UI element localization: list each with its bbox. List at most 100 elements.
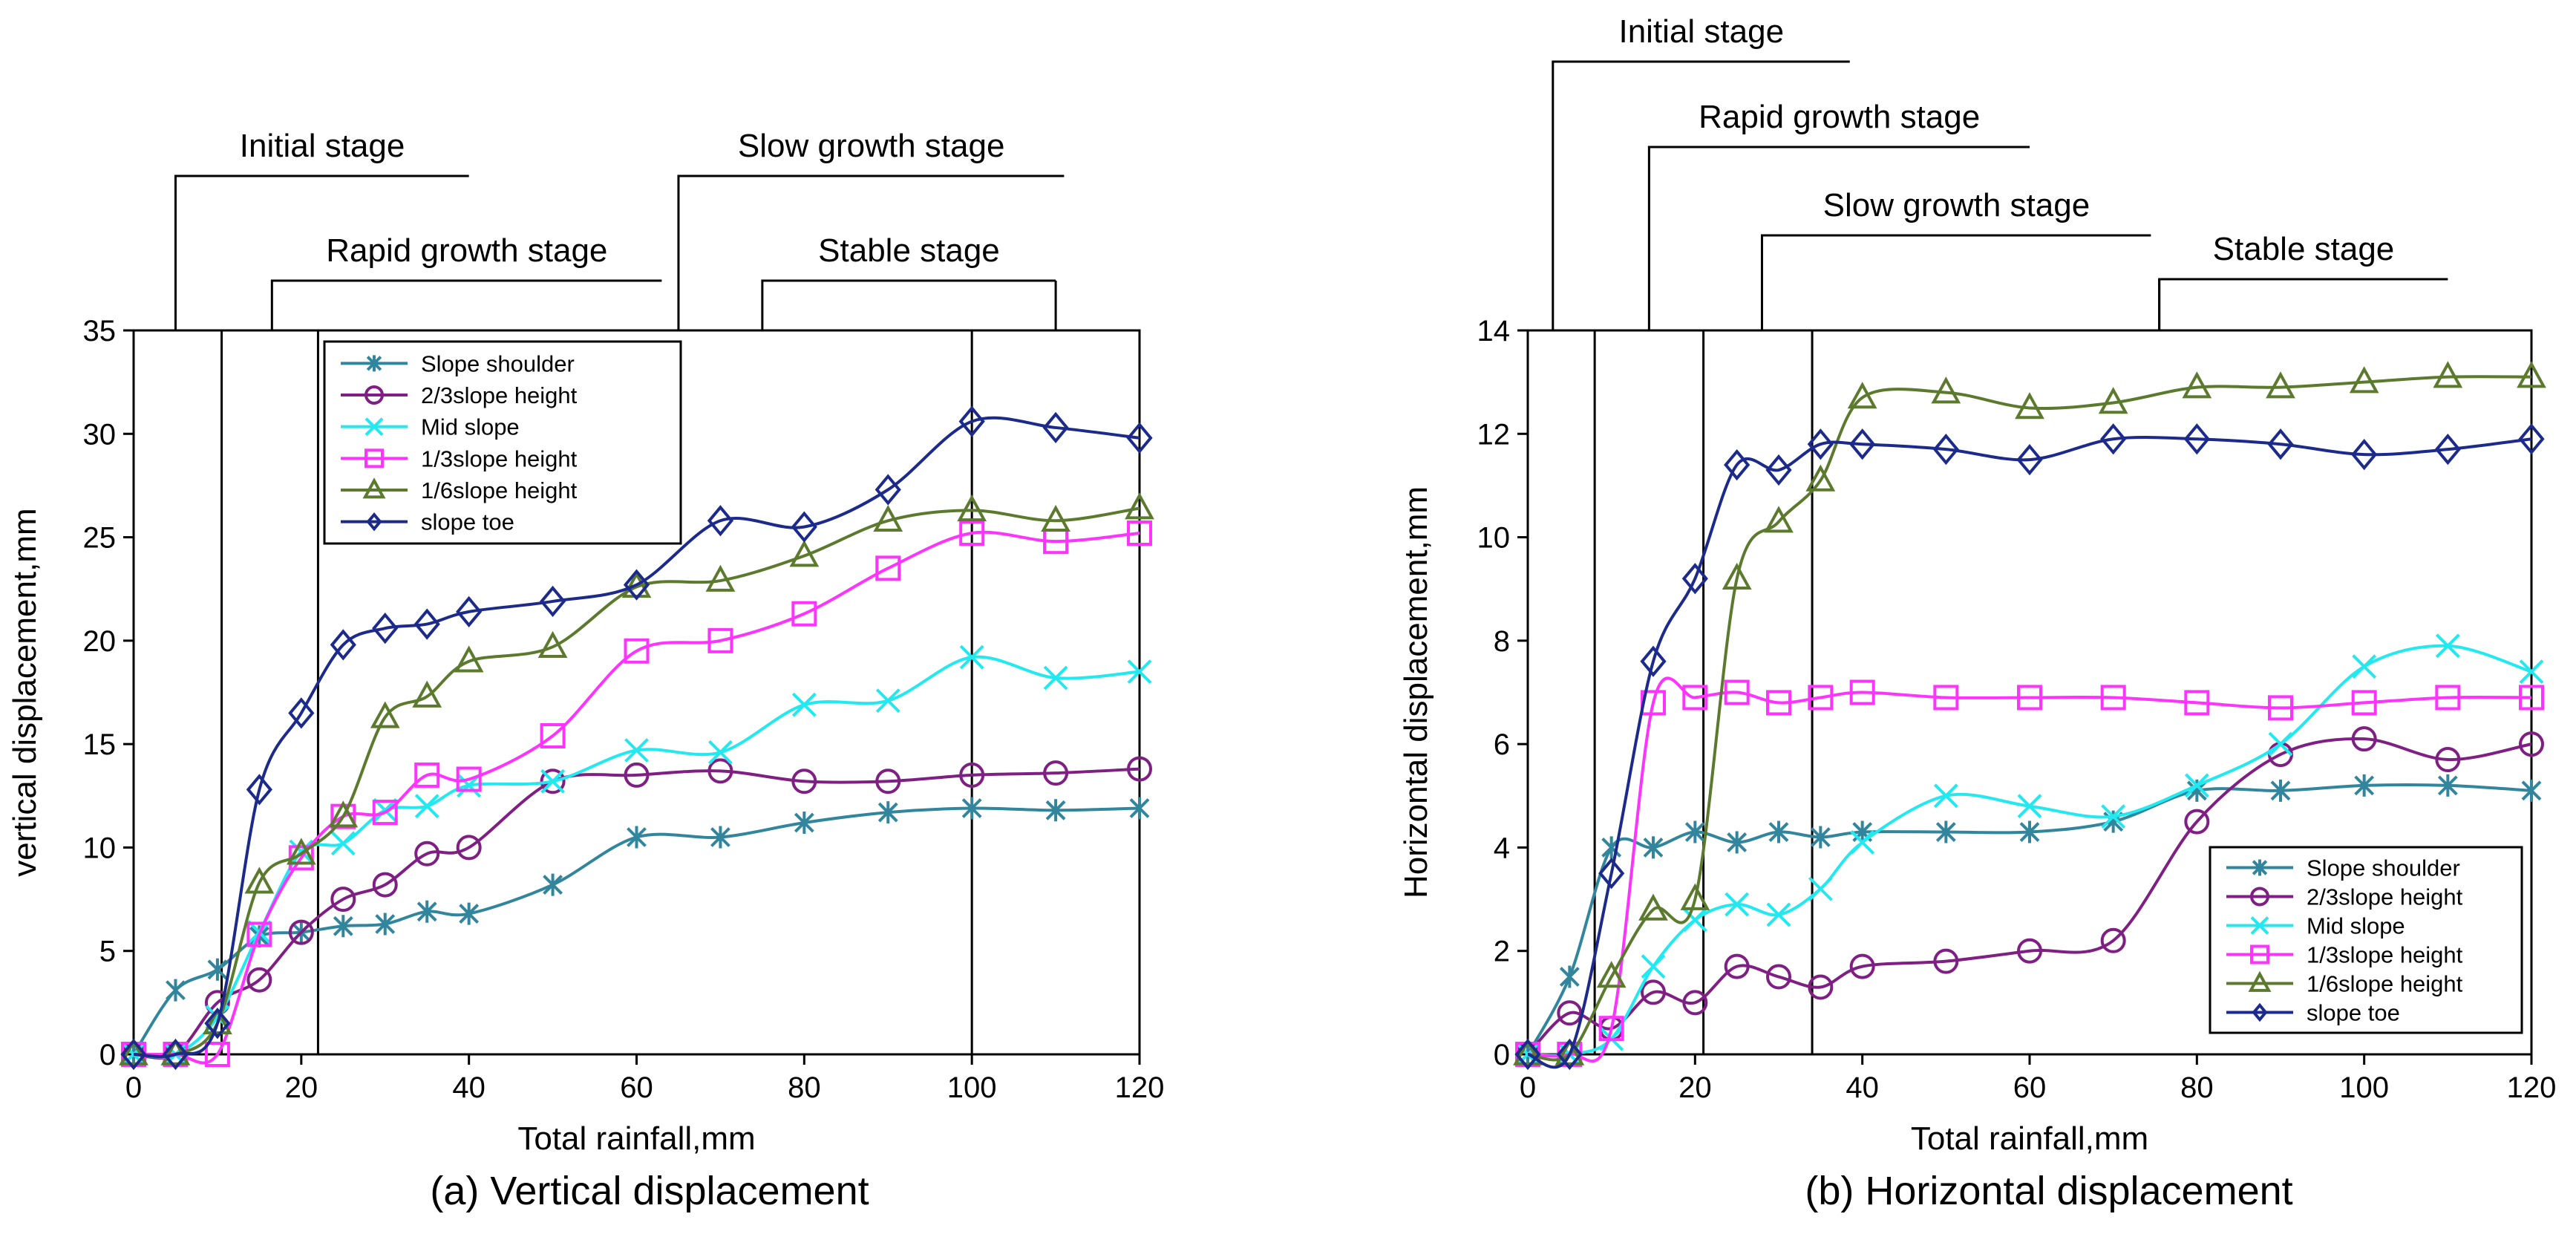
series-line	[133, 506, 1140, 1058]
data-point	[958, 405, 985, 437]
series-4	[1515, 676, 2544, 1067]
series-3	[121, 644, 1152, 1067]
data-point	[1727, 831, 1748, 854]
legend-entry: 2/3slope height	[421, 382, 578, 408]
data-point	[2100, 685, 2126, 711]
data-point	[539, 585, 566, 618]
data-point	[1125, 492, 1154, 520]
data-point	[2437, 774, 2458, 797]
data-point	[2184, 809, 2210, 835]
y-tick-label: 30	[83, 418, 117, 451]
data-point	[543, 873, 563, 896]
data-point	[204, 1042, 230, 1067]
data-point	[875, 555, 901, 581]
data-point	[2184, 773, 2209, 798]
stage-label: Rapid growth stage	[1699, 99, 1980, 135]
series-line	[134, 530, 1140, 1065]
data-point	[2518, 423, 2545, 455]
data-point	[1764, 506, 1794, 533]
data-point	[2435, 747, 2461, 773]
legend-entry: Mid slope	[2307, 913, 2405, 939]
stage-label: Stable stage	[818, 232, 1000, 269]
data-point	[1808, 974, 1834, 1000]
data-point	[875, 474, 901, 506]
x-tick-label: 40	[452, 1071, 486, 1104]
y-axis-label: Horizontal displacement,mm	[1398, 486, 1434, 898]
data-point	[2100, 927, 2126, 953]
series-line	[133, 655, 1140, 1059]
stage-bracket	[761, 279, 1056, 330]
data-point	[2267, 428, 2294, 460]
data-point	[1557, 1000, 1583, 1026]
series-6	[1514, 423, 2545, 1071]
data-point	[372, 613, 399, 644]
data-point	[1765, 454, 1792, 486]
data-point	[623, 569, 650, 601]
data-point	[1849, 953, 1875, 979]
legend-marker	[2248, 970, 2272, 992]
data-point	[330, 887, 356, 913]
data-point	[1808, 876, 1833, 901]
data-point	[2182, 371, 2212, 399]
data-point	[1810, 826, 1831, 849]
data-point	[330, 629, 356, 661]
x-tick-label: 80	[788, 1071, 821, 1104]
data-point	[1682, 907, 1707, 933]
data-point	[459, 902, 480, 925]
data-point	[288, 697, 315, 729]
data-point	[1127, 520, 1152, 546]
data-point	[2433, 361, 2463, 388]
data-point	[2268, 731, 2293, 757]
legend: Slope shoulder 2/3slope height Mid slope 1/…	[2209, 846, 2523, 1034]
data-point	[1043, 665, 1068, 691]
data-point	[624, 638, 650, 664]
legend: Slope shoulder 2/3slope height Mid slope 1/…	[323, 340, 682, 545]
data-point	[372, 872, 398, 898]
data-point	[624, 738, 649, 763]
data-point	[1722, 562, 1752, 590]
data-point	[1045, 799, 1066, 822]
data-point	[1641, 979, 1666, 1005]
y-tick-label: 15	[83, 728, 117, 761]
x-tick-label: 120	[1115, 1071, 1165, 1104]
legend-marker	[366, 512, 382, 532]
data-point	[372, 800, 398, 826]
legend-entry: 1/3slope height	[2307, 942, 2463, 968]
data-point	[1680, 883, 1710, 910]
data-point	[1598, 1016, 1624, 1042]
data-point	[1808, 685, 1834, 711]
data-point	[1933, 783, 1958, 809]
data-point	[1932, 434, 1959, 466]
x-tick-label: 60	[620, 1071, 653, 1104]
data-point	[873, 504, 903, 532]
data-point	[877, 801, 898, 824]
data-point	[791, 692, 817, 717]
legend-marker	[2250, 916, 2269, 935]
data-point	[1638, 893, 1668, 921]
data-point	[454, 645, 484, 673]
data-point	[2183, 423, 2210, 455]
stage-label: Stable stage	[2213, 231, 2395, 267]
legend-marker	[365, 417, 384, 437]
stage-bracket	[1647, 146, 2030, 330]
x-tick-label: 60	[2013, 1071, 2047, 1104]
x-axis-label: Total rainfall,mm	[517, 1120, 755, 1157]
data-point	[789, 540, 820, 567]
data-point	[2184, 690, 2210, 716]
data-point	[961, 797, 982, 820]
y-tick-label: 12	[1477, 418, 1511, 451]
y-tick-label: 0	[1494, 1039, 1510, 1071]
data-point	[456, 595, 483, 627]
data-point	[207, 958, 228, 981]
data-point	[2435, 633, 2460, 659]
legend-marker	[365, 385, 384, 405]
data-point	[1847, 382, 1877, 409]
x-tick-label: 100	[947, 1071, 997, 1104]
legend-entry: 1/3slope height	[421, 445, 578, 471]
legend-entry: Slope shoulder	[421, 350, 575, 376]
data-point	[1559, 965, 1580, 988]
stage-bracket	[1552, 60, 1850, 330]
data-point	[246, 921, 272, 947]
data-point	[2519, 659, 2544, 685]
data-point	[1127, 756, 1152, 782]
